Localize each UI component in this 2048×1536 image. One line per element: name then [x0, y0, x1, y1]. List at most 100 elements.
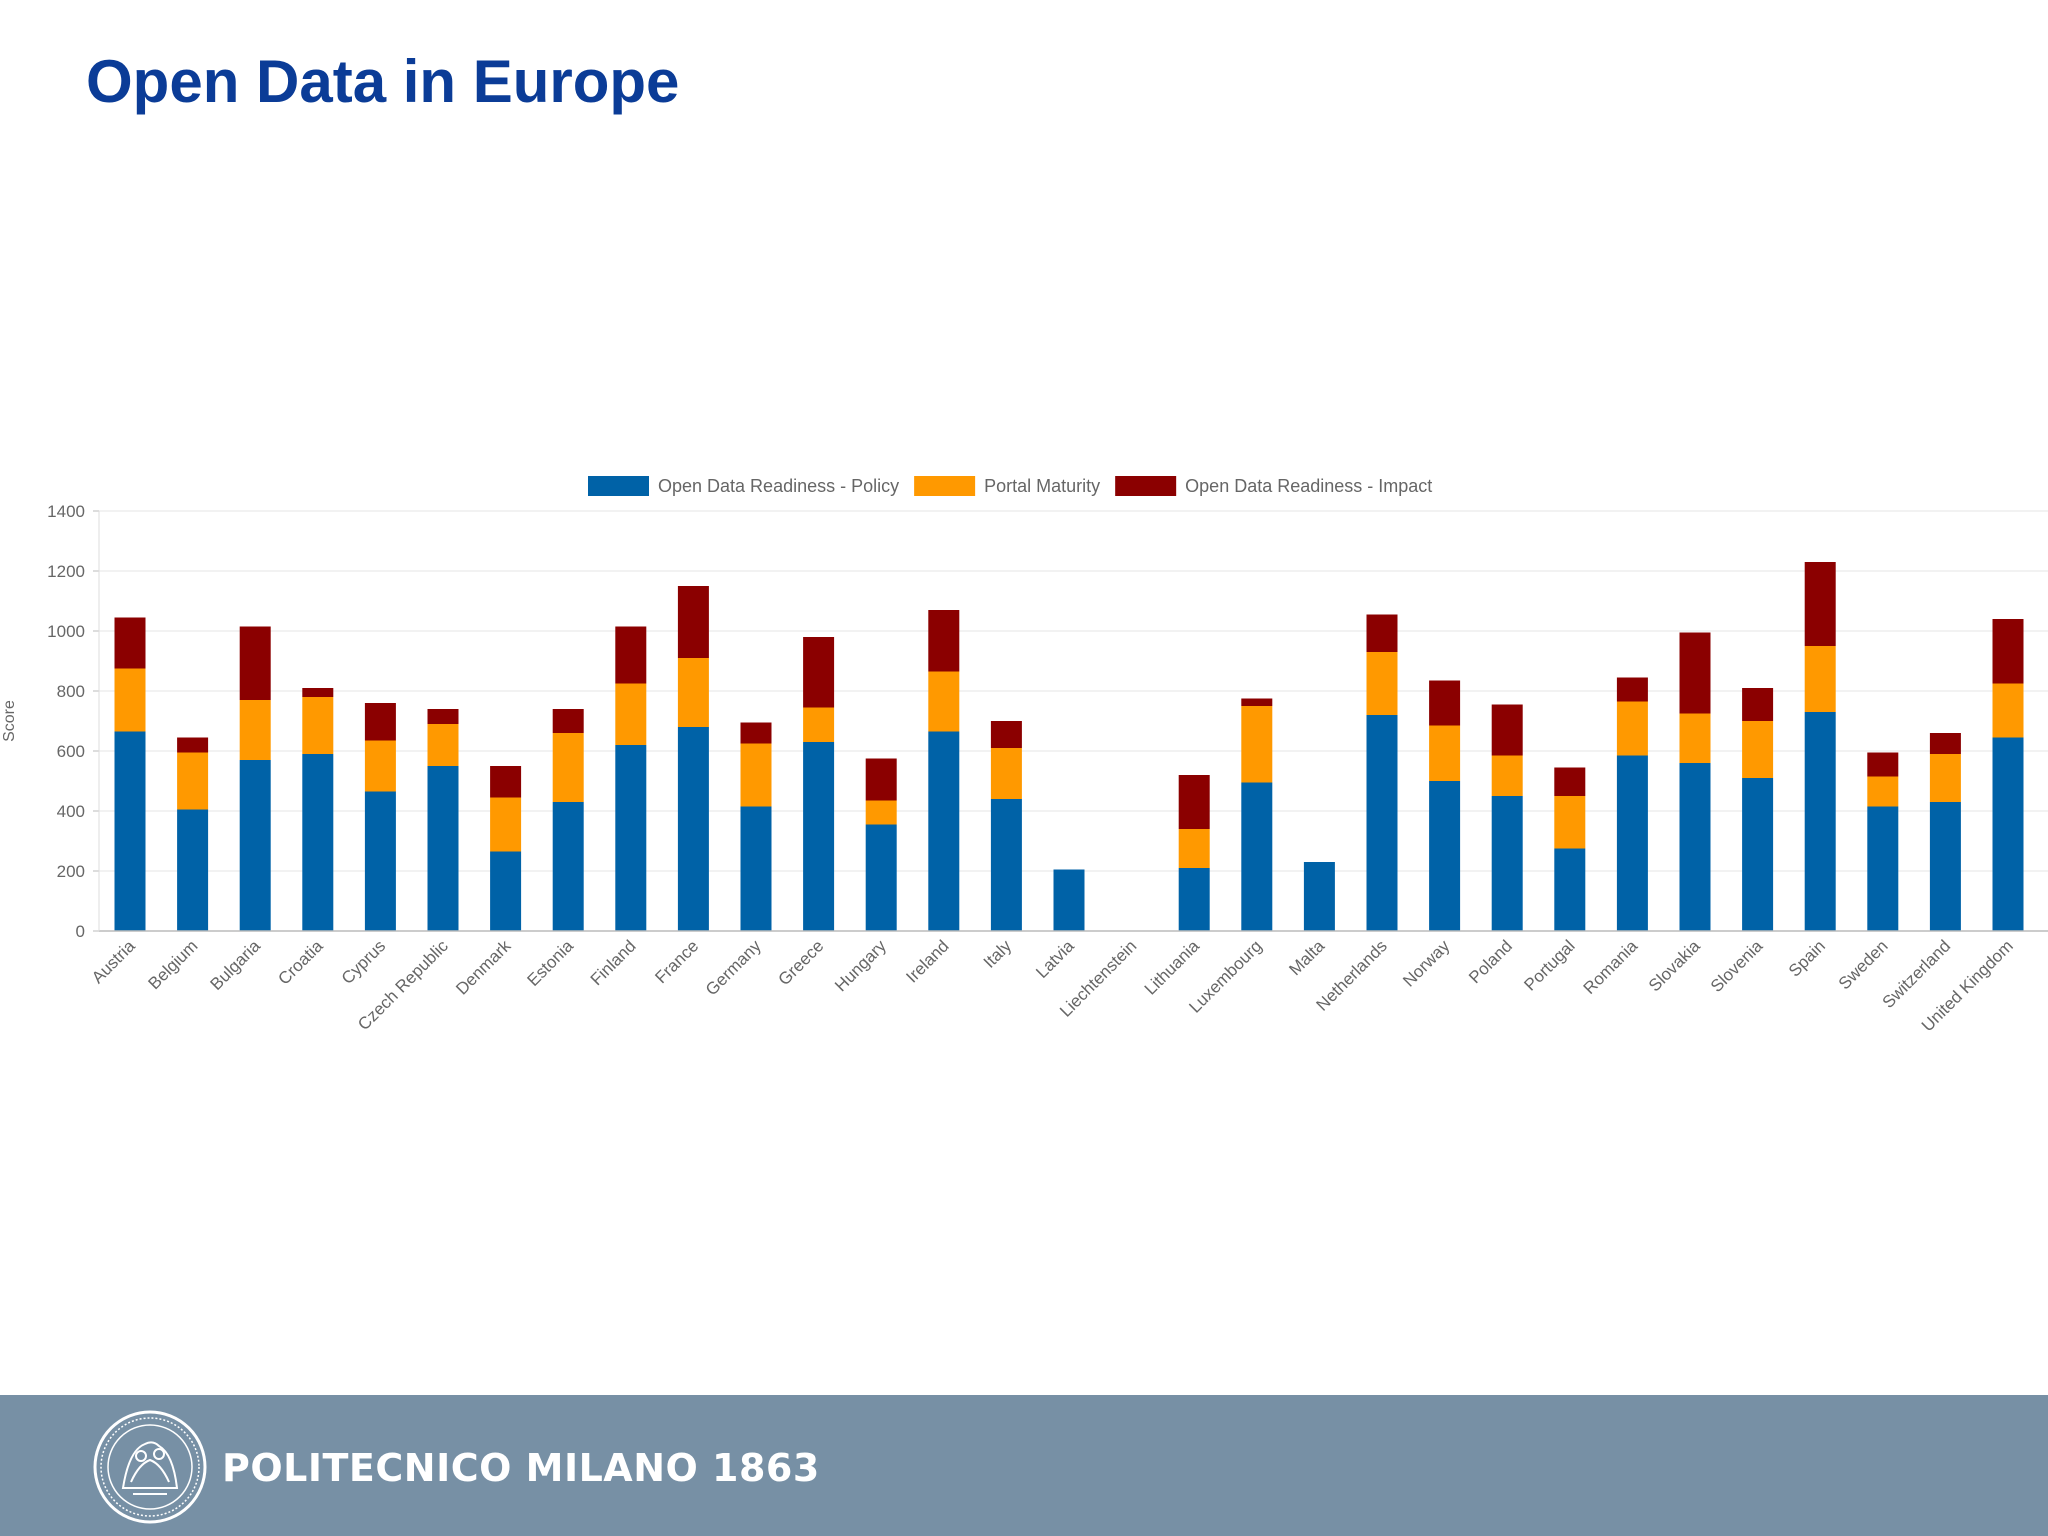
bar-segment: [1804, 646, 1836, 712]
x-tick-label: Slovenia: [1707, 936, 1767, 996]
x-tick-label: Austria: [88, 936, 139, 987]
bar-segment: [865, 800, 897, 825]
bar-segment: [1804, 562, 1836, 646]
bar-segment: [1491, 755, 1523, 796]
bar-segment: [677, 658, 709, 727]
y-tick-label: 1400: [47, 502, 85, 521]
x-tick-label: Latvia: [1032, 936, 1078, 982]
bar-segment: [865, 824, 897, 931]
legend-swatch: [914, 476, 976, 496]
bar-segment: [114, 617, 146, 669]
x-tick-label: Sweden: [1835, 936, 1892, 993]
bar-segment: [1679, 713, 1711, 763]
bar-segment: [990, 748, 1022, 799]
bar-segment: [1742, 688, 1774, 721]
y-tick-label: 1000: [47, 622, 85, 641]
bar-segment: [1992, 619, 2024, 684]
x-axis-labels: Austria Belgium Bulgaria Croatia CyprusCzech…: [88, 936, 2017, 1035]
y-tick-label: 1200: [47, 562, 85, 581]
bar-segment: [1742, 778, 1774, 931]
bar-segment: [427, 766, 459, 931]
bar-segment: [364, 703, 396, 741]
y-axis-label: Score: [1, 700, 18, 742]
bar-segment: [740, 806, 772, 931]
bar-segment: [1241, 782, 1273, 931]
bar-segment: [1366, 652, 1398, 715]
bar-segment: [1554, 796, 1586, 849]
bar-segment: [552, 709, 584, 733]
bar-segment: [1804, 712, 1836, 931]
bar-segment: [1554, 767, 1586, 796]
chart-bars: [114, 562, 2024, 931]
y-tick-label: 0: [76, 922, 85, 941]
x-tick-label: Belgium: [145, 936, 202, 993]
university-brand-name: POLITECNICO MILANO 1863: [222, 1446, 820, 1490]
x-tick-label: Slovakia: [1645, 936, 1704, 995]
bar-segment: [1429, 680, 1461, 726]
bar-segment: [1303, 862, 1335, 931]
bar-segment: [1241, 698, 1273, 706]
bar-segment: [1867, 752, 1899, 777]
legend-swatch: [1115, 476, 1177, 496]
y-axis-ticks: 0 200 400 600 800 1000 1200 1400: [47, 502, 99, 941]
bar-segment: [490, 851, 522, 931]
x-tick-label: Finland: [587, 936, 640, 989]
x-tick-label: Germany: [702, 936, 765, 999]
stacked-bar-chart: Open Data Readiness - Policy Portal Matur…: [1, 476, 2048, 1035]
bar-segment: [1241, 706, 1273, 783]
x-tick-label: Bulgaria: [206, 936, 264, 994]
bar-segment: [239, 700, 271, 760]
x-tick-label: Lithuania: [1141, 936, 1204, 999]
bar-segment: [1929, 754, 1961, 802]
politecnico-seal-icon: [93, 1410, 207, 1524]
x-tick-label: Malta: [1285, 936, 1328, 979]
bar-segment: [677, 727, 709, 931]
bar-segment: [1679, 632, 1711, 714]
bar-segment: [552, 802, 584, 931]
bar-segment: [239, 760, 271, 931]
bar-segment: [803, 742, 835, 931]
bar-segment: [427, 724, 459, 766]
bar-segment: [865, 758, 897, 801]
bar-segment: [302, 697, 334, 754]
bar-segment: [427, 709, 459, 724]
y-tick-label: 800: [57, 682, 85, 701]
bar-segment: [615, 626, 647, 684]
bar-segment: [490, 797, 522, 852]
page-title: Open Data in Europe: [86, 48, 680, 115]
bar-segment: [740, 722, 772, 744]
bar-segment: [302, 754, 334, 931]
bar-segment: [803, 707, 835, 742]
bar-segment: [1178, 829, 1210, 868]
x-tick-label: Estonia: [523, 936, 577, 990]
bar-segment: [177, 752, 209, 810]
bar-segment: [1929, 802, 1961, 931]
x-tick-label: Denmark: [452, 936, 515, 999]
bar-segment: [114, 731, 146, 931]
bar-segment: [990, 799, 1022, 931]
bar-segment: [615, 683, 647, 745]
x-tick-label: Poland: [1465, 936, 1516, 987]
legend-label: Open Data Readiness - Impact: [1185, 476, 1432, 496]
bar-segment: [1178, 775, 1210, 829]
bar-segment: [1491, 704, 1523, 756]
bar-segment: [239, 626, 271, 700]
bar-segment: [177, 737, 209, 753]
x-tick-label: Cyprus: [338, 936, 390, 988]
x-tick-label: Norway: [1399, 936, 1454, 991]
bar-segment: [677, 586, 709, 658]
legend-swatch: [588, 476, 649, 496]
x-tick-label: Portugal: [1520, 936, 1578, 994]
bar-segment: [302, 688, 334, 697]
bar-segment: [490, 766, 522, 798]
x-tick-label: Croatia: [274, 936, 327, 989]
x-tick-label: Greece: [775, 936, 828, 989]
chart-legend: Open Data Readiness - Policy Portal Matur…: [588, 476, 1432, 496]
x-tick-label: Italy: [980, 936, 1016, 972]
y-tick-label: 400: [57, 802, 85, 821]
bar-segment: [1429, 725, 1461, 781]
bar-segment: [1616, 755, 1648, 931]
x-tick-label: France: [651, 936, 702, 987]
bar-segment: [1929, 733, 1961, 754]
bar-segment: [1992, 683, 2024, 738]
